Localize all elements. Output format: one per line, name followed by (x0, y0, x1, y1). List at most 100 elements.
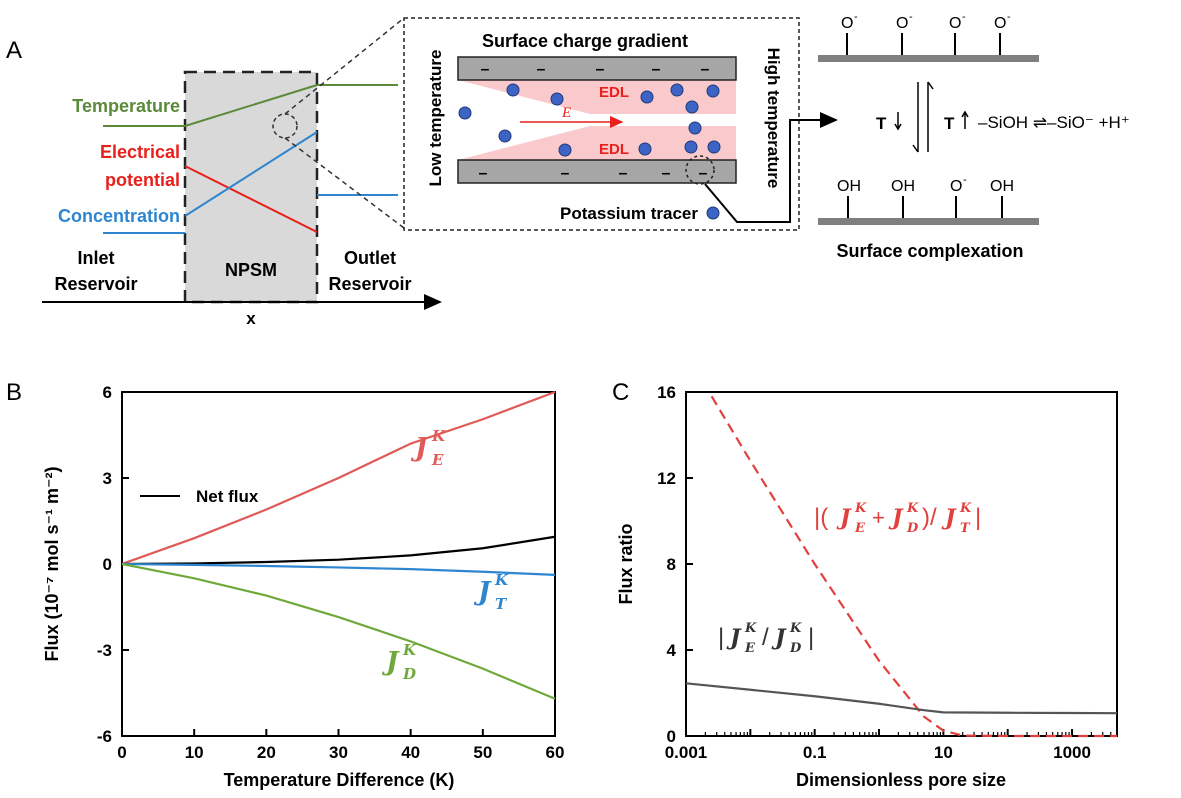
chart-c-series-line-1 (685, 682, 1118, 715)
ratio-ed-slash: / (762, 624, 769, 651)
ratio-sum-jt: J (941, 505, 957, 531)
charge-top-5: – (701, 61, 710, 78)
je-sup: K (431, 427, 446, 445)
surface-bottom-groups (847, 196, 1003, 218)
chart-c-x-axis-title: Dimensionless pore size (796, 770, 1006, 790)
panel-b-label: B (6, 379, 22, 406)
o-minus-label: O (949, 15, 961, 32)
equilibrium-arrows (894, 81, 969, 153)
o-minus-label: O (994, 15, 1006, 32)
t-up-label: T (944, 114, 955, 133)
low-temperature-label: Low temperature (426, 50, 445, 187)
potassium-tracer-dots (458, 83, 721, 220)
o-minus-label: O (950, 178, 962, 195)
panel-a: A Temperature Electrical potential Conce… (6, 11, 1130, 328)
series-label-je: J K E (410, 427, 446, 469)
charge-top-4: – (652, 61, 661, 78)
jt-symbol: J (473, 577, 492, 607)
jt-sub: T (495, 595, 508, 613)
charge-top-3: – (596, 61, 605, 78)
chart-c-y-axis-title: Flux ratio (616, 523, 636, 604)
ratio-sum-jt-sup: K (959, 501, 972, 516)
outlet-label-line1: Outlet (344, 248, 396, 268)
electrical-label-line2: potential (105, 170, 180, 190)
chart-c-y-tick-label: 0 (667, 727, 676, 746)
edl-top-region (458, 80, 736, 114)
outlet-label-line2: Reservoir (328, 274, 411, 294)
ratio-ed-jd: J (771, 625, 787, 651)
oh-label: OH (891, 178, 915, 195)
ratio-ed-je: J (726, 625, 742, 651)
tracer-dot (558, 143, 572, 157)
tracer-dot (498, 129, 512, 143)
chart-b-series-line-3 (121, 562, 556, 700)
tracer-dot (706, 84, 720, 98)
jd-sub: D (402, 665, 416, 683)
t-down-label: T (876, 114, 887, 133)
chart-c-frame (685, 391, 1118, 737)
reaction-equation: –SiOH ⇌–SiO⁻ +H⁺ (978, 113, 1130, 132)
tracer-dot (458, 106, 472, 120)
ratio-sum-jd: J (888, 505, 904, 531)
ratio-ed-jd-sup: K (789, 621, 802, 636)
surface-complexation-title: Surface complexation (836, 241, 1023, 261)
minus-sup: - (962, 11, 966, 23)
charge-bottom-3: – (619, 165, 628, 182)
chart-c-y-tick-label: 8 (667, 555, 676, 574)
panel-c: C 0.001 0.1 10 1000 0 4 8 12 16 Flux ratio Dimen… (612, 379, 1118, 790)
chart-b-series (121, 390, 556, 700)
channel-inset (403, 17, 800, 231)
series-label-jd: J K D (381, 641, 417, 683)
chart-c-y-tick-label: 12 (657, 469, 676, 488)
chart-b-ticks: 0 10 20 30 40 50 60 -6 -3 0 3 6 (97, 383, 565, 762)
complexation-connector-arrow (704, 112, 838, 223)
ratio-sum-je-sub: E (854, 521, 866, 536)
o-minus-label: O (896, 15, 908, 32)
chart-b-y-tick-label: 6 (103, 383, 112, 402)
chart-c-ticks: 0.001 0.1 10 1000 0 4 8 12 16 (657, 383, 1118, 762)
net-flux-legend-label: Net flux (196, 487, 259, 506)
oh-label: OH (837, 178, 861, 195)
ratio-ed-close: | (808, 624, 814, 651)
zoom-line-bottom (284, 137, 405, 229)
inlet-label-line1: Inlet (77, 248, 114, 268)
surface-top-labels: O - O - O - O - (841, 11, 1011, 32)
tracer-dot (684, 140, 698, 154)
channel-title: Surface charge gradient (482, 31, 688, 51)
npsm-label: NPSM (225, 260, 277, 280)
charge-bottom-2: – (561, 165, 570, 182)
charge-bottom-5: – (699, 165, 708, 182)
tracer-dot (670, 83, 684, 97)
electrical-label-line1: Electrical (100, 142, 180, 162)
high-temperature-label: High temperature (764, 48, 783, 189)
ratio-ed-je-sup: K (744, 621, 757, 636)
edl-bottom-region (458, 126, 736, 160)
ratio-sum-jd-sup: K (906, 501, 919, 516)
chart-b-x-tick-label: 10 (185, 743, 204, 762)
minus-sup: - (963, 174, 967, 186)
ratio-sum-bar: | (975, 504, 981, 531)
chart-b-y-tick-label: -3 (97, 641, 112, 660)
surface-top (818, 55, 1039, 62)
chart-b-x-tick-label: 30 (329, 743, 348, 762)
electric-field-label: E (561, 105, 571, 121)
edl-bottom-label: EDL (599, 141, 629, 158)
chart-b-y-tick-label: -6 (97, 727, 112, 746)
wall-charges: – – – – – – – – – – (479, 61, 710, 182)
jd-symbol: J (381, 647, 400, 677)
npsm-region (183, 70, 319, 304)
tracer-dot (506, 83, 520, 97)
chart-b-y-tick-label: 0 (103, 555, 112, 574)
ratio-sum-je: J (836, 505, 852, 531)
chart-b-x-tick-label: 20 (257, 743, 276, 762)
tracer-legend-label: Potassium tracer (560, 204, 698, 223)
x-axis-label: x (246, 309, 256, 328)
ratio-sum-jt-sub: T (960, 521, 971, 536)
wall-zoom-circle (685, 155, 715, 185)
concentration-label: Concentration (58, 206, 180, 226)
chart-b-x-axis-title: Temperature Difference (K) (224, 770, 455, 790)
ratio-sum-open: |( (814, 504, 828, 531)
ratio-ed-je-sub: E (744, 641, 756, 656)
series-label-ratio-ed: | J K E / J K D | (718, 621, 814, 656)
chart-c-series-line-0 (710, 395, 1117, 738)
